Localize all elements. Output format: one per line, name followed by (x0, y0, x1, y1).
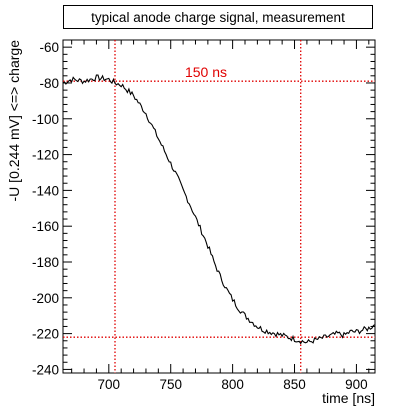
y-tick-label: -220 (32, 327, 59, 342)
series-layer (62, 74, 376, 345)
x-tick-label: 700 (98, 377, 121, 392)
axis-layer: 700 750 800 850 900 -60 -80 -100 -120 -140 -160 -18… (32, 39, 375, 392)
x-tick-label: 750 (159, 377, 182, 392)
y-tick-label: -100 (32, 112, 59, 127)
y-tick-label: -160 (32, 219, 59, 234)
annotation-label: 150 ns (185, 64, 227, 80)
y-tick-label: -80 (39, 76, 59, 91)
chart-title: typical anode charge signal, measurement (63, 5, 373, 29)
signal-line (62, 74, 376, 345)
y-tick-label: -140 (32, 183, 59, 198)
y-tick-label: -240 (32, 362, 59, 377)
x-axis-title: time [ns] (322, 390, 375, 406)
x-tick-label: 850 (283, 377, 306, 392)
y-axis-title: -U [0.244 mV] <=> charge (6, 40, 22, 202)
y-tick-label: -180 (32, 255, 59, 270)
x-tick-label: 900 (345, 377, 368, 392)
y-tick-label: -200 (32, 291, 59, 306)
y-tick-label: -60 (39, 40, 59, 55)
plot-frame (62, 39, 376, 374)
annotation-layer (63, 40, 375, 373)
x-tick-label: 800 (221, 377, 244, 392)
y-tick-label: -120 (32, 148, 59, 163)
